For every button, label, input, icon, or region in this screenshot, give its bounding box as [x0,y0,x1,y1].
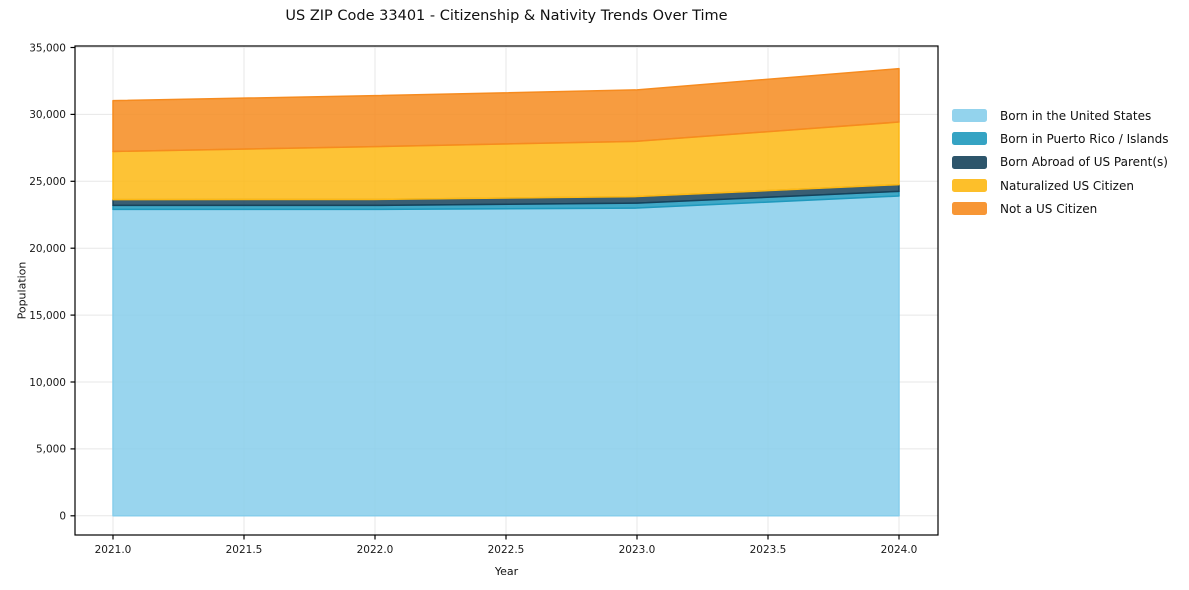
legend-swatch-born-pr [952,132,987,146]
legend: Born in the United States Born in Puerto… [952,104,1169,220]
y-tick-label: 0 [59,511,66,523]
legend-label: Naturalized US Citizen [1000,178,1134,193]
x-tick-label: 2022.0 [357,544,394,556]
y-tick-label: 15,000 [29,310,66,322]
legend-item: Born Abroad of US Parent(s) [952,151,1169,174]
x-tick-label: 2023.5 [750,544,787,556]
legend-label: Not a US Citizen [1000,201,1098,216]
legend-label: Born in Puerto Rico / Islands [1000,131,1169,146]
legend-label: Born in the United States [1000,108,1152,123]
legend-item: Naturalized US Citizen [952,174,1169,197]
legend-item: Not a US Citizen [952,197,1169,220]
area-born-in-the-united-states [112,195,900,517]
area-not-a-us-citizen [112,67,900,153]
y-tick-label: 20,000 [29,243,66,255]
x-tick-label: 2021.5 [226,544,263,556]
legend-item: Born in Puerto Rico / Islands [952,127,1169,150]
y-tick-label: 25,000 [29,176,66,188]
legend-swatch-naturalized [952,179,987,193]
x-axis-label: Year [494,565,519,578]
x-tick-label: 2024.0 [881,544,918,556]
y-tick-label: 10,000 [29,377,66,389]
y-tick-label: 5,000 [36,444,66,456]
x-tick-label: 2022.5 [488,544,525,556]
y-tick-label: 30,000 [29,109,66,121]
legend-swatch-born-us [952,109,987,123]
legend-swatch-born-abroad [952,155,987,169]
x-tick-label: 2021.0 [95,544,132,556]
chart-title: US ZIP Code 33401 - Citizenship & Nativi… [285,8,728,24]
legend-label: Born Abroad of US Parent(s) [1000,155,1168,170]
y-tick-label: 35,000 [29,42,66,54]
legend-swatch-not-citizen [952,202,987,216]
x-tick-label: 2023.0 [619,544,656,556]
y-axis-label: Population [15,261,29,320]
legend-item: Born in the United States [952,104,1169,127]
